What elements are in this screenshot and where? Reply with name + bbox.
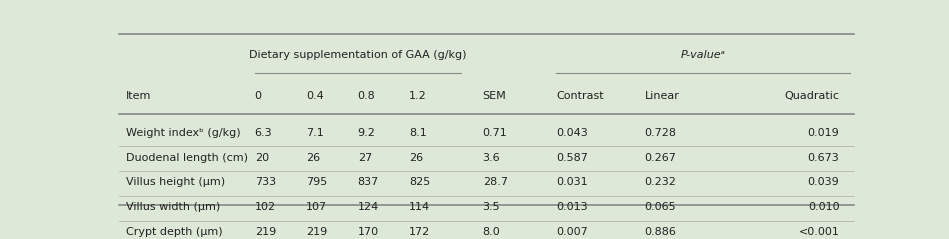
- Text: 114: 114: [409, 202, 430, 212]
- Text: 0.8: 0.8: [358, 91, 376, 101]
- Text: 170: 170: [358, 227, 379, 237]
- Text: P-valueᵃ: P-valueᵃ: [680, 50, 726, 60]
- Text: 0.71: 0.71: [483, 128, 508, 138]
- Text: Weight indexᵇ (g/kg): Weight indexᵇ (g/kg): [126, 128, 241, 138]
- Text: SEM: SEM: [483, 91, 507, 101]
- Text: 172: 172: [409, 227, 431, 237]
- Text: 124: 124: [358, 202, 379, 212]
- Text: Villus width (μm): Villus width (μm): [126, 202, 220, 212]
- Text: 0.019: 0.019: [808, 128, 839, 138]
- Text: 6.3: 6.3: [254, 128, 272, 138]
- Text: 0.039: 0.039: [808, 177, 839, 187]
- Text: 825: 825: [409, 177, 431, 187]
- Text: 219: 219: [307, 227, 327, 237]
- Text: 26: 26: [409, 152, 423, 163]
- Text: 0.673: 0.673: [808, 152, 839, 163]
- Text: 0.886: 0.886: [644, 227, 677, 237]
- Text: 28.7: 28.7: [483, 177, 508, 187]
- Text: 219: 219: [254, 227, 276, 237]
- Text: Linear: Linear: [644, 91, 679, 101]
- Text: Contrast: Contrast: [556, 91, 604, 101]
- Text: 0.728: 0.728: [644, 128, 677, 138]
- Text: 0.043: 0.043: [556, 128, 588, 138]
- Text: 26: 26: [307, 152, 321, 163]
- Text: 733: 733: [254, 177, 276, 187]
- Text: 795: 795: [307, 177, 327, 187]
- Text: Villus height (μm): Villus height (μm): [126, 177, 225, 187]
- Text: 0.013: 0.013: [556, 202, 587, 212]
- Text: 3.6: 3.6: [483, 152, 500, 163]
- Text: Dietary supplementation of GAA (g/kg): Dietary supplementation of GAA (g/kg): [249, 50, 466, 60]
- Text: 20: 20: [254, 152, 269, 163]
- Text: 0.4: 0.4: [307, 91, 324, 101]
- Text: 7.1: 7.1: [307, 128, 324, 138]
- Text: 27: 27: [358, 152, 372, 163]
- Text: 0.010: 0.010: [808, 202, 839, 212]
- Text: 0.232: 0.232: [644, 177, 677, 187]
- Text: Quadratic: Quadratic: [785, 91, 839, 101]
- Text: Duodenal length (cm): Duodenal length (cm): [126, 152, 248, 163]
- Text: 837: 837: [358, 177, 379, 187]
- Text: 0.587: 0.587: [556, 152, 588, 163]
- Text: 0.267: 0.267: [644, 152, 677, 163]
- Text: 0.007: 0.007: [556, 227, 588, 237]
- Text: 0.031: 0.031: [556, 177, 587, 187]
- Text: 107: 107: [307, 202, 327, 212]
- Text: 8.1: 8.1: [409, 128, 427, 138]
- Text: 9.2: 9.2: [358, 128, 376, 138]
- Text: 8.0: 8.0: [483, 227, 500, 237]
- Text: 102: 102: [254, 202, 276, 212]
- Text: 3.5: 3.5: [483, 202, 500, 212]
- Text: 1.2: 1.2: [409, 91, 427, 101]
- Text: Crypt depth (μm): Crypt depth (μm): [126, 227, 223, 237]
- Text: 0: 0: [254, 91, 262, 101]
- Text: 0.065: 0.065: [644, 202, 676, 212]
- Text: <0.001: <0.001: [798, 227, 839, 237]
- Text: Item: Item: [126, 91, 151, 101]
